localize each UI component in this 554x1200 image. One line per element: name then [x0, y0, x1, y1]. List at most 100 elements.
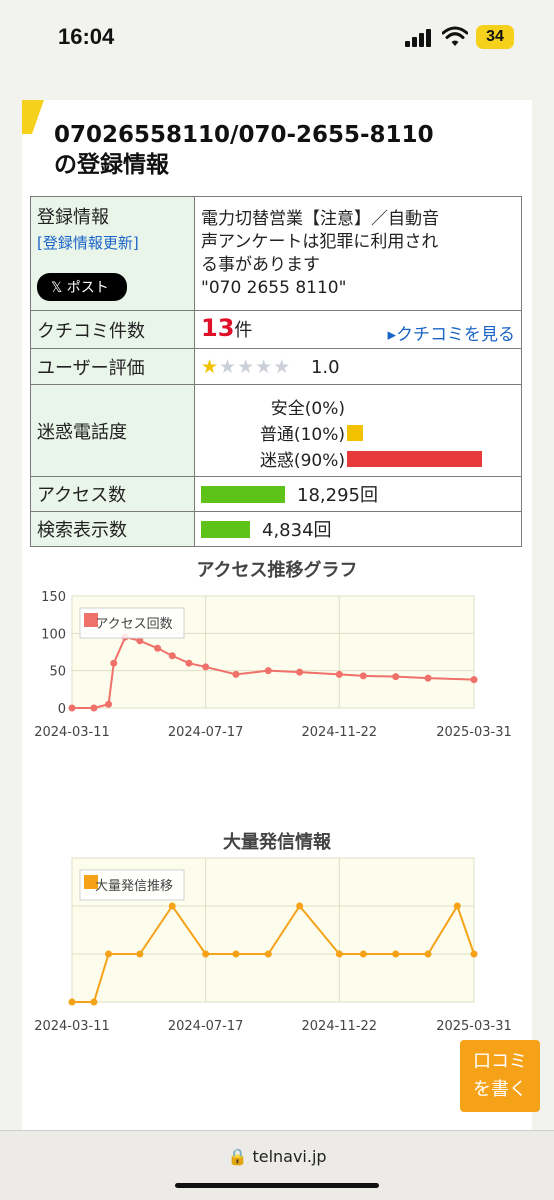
x-tick-label: 2024-03-11: [34, 725, 110, 740]
data-point: [154, 644, 162, 652]
data-point: [296, 668, 304, 676]
data-point: [264, 950, 272, 958]
data-point: [202, 950, 210, 958]
nuisance-spam-bar: [347, 450, 482, 467]
data-point: [202, 663, 210, 671]
review-count: 13: [201, 314, 235, 342]
legend-swatch: [84, 613, 98, 627]
star-icon: ★: [201, 355, 220, 378]
write-review-line1: 口コミ: [473, 1051, 527, 1072]
access-value: 18,295回: [297, 485, 378, 506]
data-point: [424, 674, 432, 682]
page-title: 07026558110/070-2655-8110 の登録情報: [54, 120, 524, 180]
rating-stars: ★★★★★: [201, 356, 291, 378]
registration-update-link[interactable]: [登録情報更新]: [37, 233, 139, 252]
x-tick-label: 2024-11-22: [302, 1019, 378, 1034]
data-point: [392, 950, 400, 958]
info-row-nuisance: 迷惑電話度 安全(0%) 普通(10%) 迷惑(90%): [30, 384, 522, 477]
access-bar: [201, 485, 285, 503]
registration-description: 電力切替営業【注意】／自動音 声アンケートは犯罪に利用され る事があります "0…: [194, 196, 522, 311]
data-point: [232, 670, 240, 678]
desc-line-4: "070 2655 8110": [201, 277, 347, 298]
legend-label: 大量発信推移: [95, 879, 173, 894]
title-number: 07026558110/070-2655-8110: [54, 122, 434, 148]
data-point: [105, 950, 113, 958]
desc-line-3: る事があります: [201, 254, 320, 275]
browser-address-bar: 🔒 telnavi.jp: [0, 1130, 554, 1200]
x-tick-label: 2024-11-22: [302, 725, 378, 740]
search-value: 4,834回: [262, 520, 332, 541]
y-tick-label: 50: [49, 665, 66, 680]
data-point: [335, 950, 343, 958]
data-point: [359, 950, 367, 958]
data-point: [136, 637, 144, 645]
x-tick-label: 2024-07-17: [168, 725, 244, 740]
star-icon: ★: [219, 355, 238, 378]
x-tick-label: 2025-03-31: [436, 725, 512, 740]
x-tick-label: 2025-03-31: [436, 1019, 512, 1034]
legend-label: アクセス回数: [95, 617, 172, 632]
data-point: [264, 667, 272, 675]
data-point: [90, 704, 98, 712]
battery-icon: 34: [476, 25, 514, 49]
nuisance-normal-bar: [347, 424, 363, 441]
nuisance-row-safe: 安全(0%): [201, 392, 515, 419]
data-point: [185, 659, 193, 667]
y-tick-label: 0: [58, 702, 66, 717]
corner-flag-icon: [22, 100, 44, 134]
desc-line-2: 声アンケートは犯罪に利用され: [201, 231, 439, 252]
star-icon: ★: [273, 355, 292, 378]
status-time: 16:04: [58, 24, 115, 49]
address-text[interactable]: 🔒 telnavi.jp: [227, 1147, 327, 1166]
desc-line-1: 電力切替営業【注意】／自動音: [201, 208, 439, 229]
nuisance-row-normal: 普通(10%): [201, 418, 515, 445]
x-post-button[interactable]: 𝕏 ポスト: [37, 272, 127, 301]
x-tick-label: 2024-03-11: [34, 1019, 110, 1034]
info-row-rating: ユーザー評価 ★★★★★ 1.0: [30, 348, 522, 385]
access-chart: 2024-03-11 2024-07-17 2024-11-22 2025-03-31…: [34, 590, 512, 740]
nuisance-label: 迷惑電話度: [30, 384, 195, 477]
nuisance-normal-label: 普通(10%): [259, 424, 345, 445]
page-content: 07026558110/070-2655-8110 の登録情報 登録情報 [登録…: [22, 100, 532, 1130]
info-table: 登録情報 [登録情報更新] 𝕏 ポスト 電力切替営業【注意】／自動音 声アンケー…: [30, 196, 522, 547]
wifi-icon: [442, 26, 468, 46]
write-review-button[interactable]: 口コミ を書く: [460, 1040, 540, 1112]
data-point: [335, 670, 343, 678]
write-review-line2: を書く: [473, 1079, 527, 1100]
legend-swatch: [84, 875, 98, 889]
data-point: [90, 998, 98, 1006]
access-label: アクセス数: [30, 476, 195, 512]
info-row-reviews: クチコミ件数 13件 ▸クチコミを見る: [30, 310, 522, 349]
home-indicator: [175, 1183, 379, 1188]
review-count-label: クチコミ件数: [30, 310, 195, 349]
star-icon: ★: [255, 355, 274, 378]
review-unit: 件: [234, 320, 253, 341]
access-chart-title: アクセス推移グラフ: [196, 560, 358, 581]
rating-value: 1.0: [310, 356, 340, 378]
data-point: [168, 652, 176, 660]
see-reviews-link[interactable]: ▸クチコミを見る: [387, 325, 515, 345]
data-point: [168, 902, 176, 910]
data-point: [110, 659, 118, 667]
search-bar: [201, 520, 250, 538]
mass-call-chart: 2024-03-11 2024-07-17 2024-11-22 2025-03-31…: [34, 857, 512, 1034]
data-point: [470, 676, 478, 684]
data-point: [470, 950, 478, 958]
mass-call-chart-title: 大量発信情報: [223, 832, 331, 853]
info-row-access: アクセス数 18,295回: [30, 476, 522, 512]
data-point: [424, 950, 432, 958]
star-icon: ★: [237, 355, 256, 378]
data-point: [105, 700, 113, 708]
info-row-search: 検索表示数 4,834回: [30, 511, 522, 547]
data-point: [392, 673, 400, 681]
x-tick-label: 2024-07-17: [168, 1019, 244, 1034]
nuisance-row-spam: 迷惑(90%): [201, 444, 515, 471]
rating-label: ユーザー評価: [30, 348, 195, 385]
nuisance-spam-label: 迷惑(90%): [259, 450, 345, 471]
search-label: 検索表示数: [30, 511, 195, 547]
data-point: [453, 902, 461, 910]
data-point: [296, 902, 304, 910]
data-point: [359, 672, 367, 680]
status-bar: 16:04 34: [0, 0, 554, 70]
data-point: [68, 704, 76, 712]
